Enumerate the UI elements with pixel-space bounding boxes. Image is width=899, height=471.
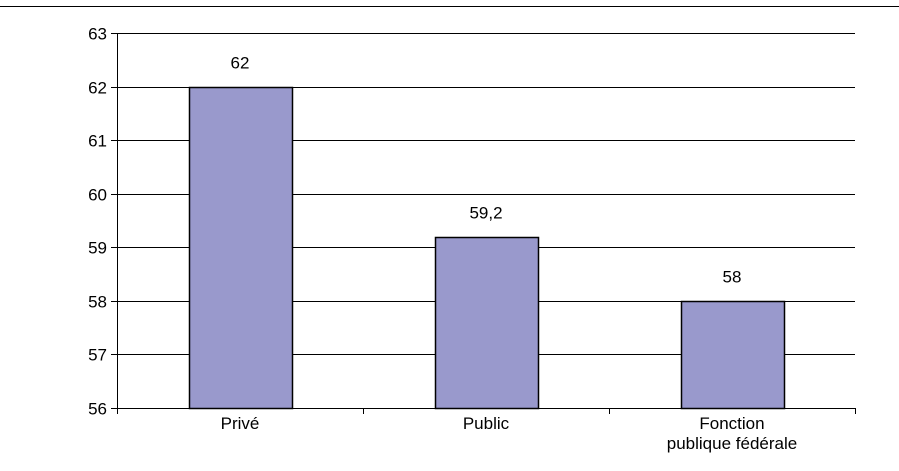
x-tick-label: Privé (221, 414, 260, 433)
data-label: 58 (723, 268, 742, 287)
bar (434, 236, 540, 410)
labels: 56 57 58 59 60 61 62 63 62 Privé 59,2 Public 58 Fonct… (88, 25, 797, 454)
y-tick-label: 61 (88, 132, 107, 151)
x-tick-label: publique fédérale (667, 434, 797, 453)
y-tick-label: 60 (88, 186, 107, 205)
y-tick-label: 57 (88, 346, 107, 365)
x-tick-label: Public (463, 414, 510, 433)
y-tick-label: 62 (88, 79, 107, 98)
bars (188, 86, 786, 410)
bar (680, 300, 786, 410)
x-tick-label: Fonction (699, 414, 764, 433)
data-label: 59,2 (469, 204, 502, 223)
y-tick-label: 58 (88, 293, 107, 312)
data-label: 62 (231, 54, 250, 73)
y-tick-label: 56 (88, 400, 107, 419)
y-tick-label: 59 (88, 239, 107, 258)
bar (188, 86, 294, 410)
axes (111, 33, 856, 414)
y-tick-label: 63 (88, 25, 107, 44)
